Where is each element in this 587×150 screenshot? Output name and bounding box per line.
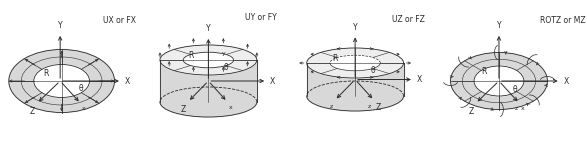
Text: X: X [417, 75, 422, 84]
Text: R: R [43, 69, 48, 78]
Text: Y: Y [206, 24, 211, 33]
Text: UY or FY: UY or FY [245, 14, 277, 22]
Text: θ: θ [224, 63, 228, 72]
Text: Z: Z [181, 105, 187, 114]
Ellipse shape [306, 48, 404, 78]
Text: x: x [229, 105, 232, 110]
Text: X: X [124, 76, 130, 85]
Ellipse shape [183, 52, 234, 68]
Text: X: X [270, 76, 275, 85]
Ellipse shape [451, 52, 548, 110]
Text: θ: θ [513, 85, 517, 94]
Text: UX or FX: UX or FX [103, 16, 136, 26]
Ellipse shape [160, 45, 257, 75]
Text: Y: Y [497, 21, 501, 30]
Text: z: z [330, 103, 333, 108]
Text: Z: Z [376, 103, 381, 112]
Ellipse shape [9, 50, 114, 112]
Text: z: z [515, 105, 518, 111]
Polygon shape [160, 60, 257, 102]
Text: Y: Y [353, 22, 357, 32]
Text: UZ or FZ: UZ or FZ [392, 15, 425, 24]
Text: θ: θ [79, 84, 83, 93]
Ellipse shape [330, 55, 380, 71]
Text: y: y [222, 51, 225, 57]
Text: Y: Y [58, 21, 62, 30]
Text: R: R [481, 68, 487, 76]
Text: x: x [82, 106, 86, 111]
Ellipse shape [474, 66, 524, 96]
Text: X: X [564, 76, 569, 85]
Text: ROTZ or MZ: ROTZ or MZ [540, 16, 586, 26]
Text: R: R [188, 51, 194, 60]
Text: x: x [521, 106, 525, 111]
Text: Z: Z [469, 106, 474, 116]
Text: z: z [368, 104, 372, 109]
Ellipse shape [306, 81, 404, 111]
Ellipse shape [33, 64, 89, 98]
Text: R: R [332, 54, 338, 63]
Text: Z: Z [30, 106, 35, 116]
Polygon shape [306, 63, 404, 96]
Ellipse shape [160, 87, 257, 117]
Text: θ: θ [370, 66, 375, 75]
